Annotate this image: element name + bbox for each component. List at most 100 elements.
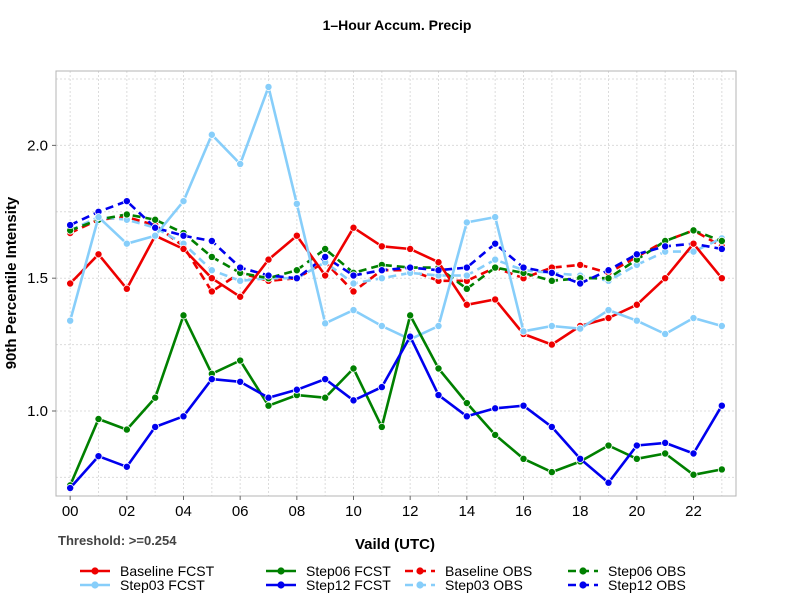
legend-label: Step03 FCST — [120, 577, 205, 593]
data-point — [462, 271, 471, 280]
x-tick-label: 10 — [345, 503, 362, 520]
axes: 00 02 04 06 08 10 12 14 16 18 20 22 1.0 1.5 2.0 — [27, 137, 702, 520]
series-line-step03-fcst — [68, 85, 723, 341]
data-point — [491, 295, 500, 304]
data-point — [264, 393, 273, 402]
data-point — [689, 239, 698, 248]
data-point — [519, 327, 528, 336]
legend-label: Step12 FCST — [306, 577, 391, 593]
data-point — [122, 210, 131, 219]
series-line-step12-fcst — [69, 335, 723, 489]
legend-label: Step06 FCST — [306, 563, 391, 579]
x-tick-label: 18 — [572, 503, 589, 520]
data-point — [547, 340, 556, 349]
data-point — [349, 396, 358, 405]
data-point — [207, 287, 216, 296]
data-point — [406, 244, 415, 253]
data-point — [491, 404, 500, 413]
data-point — [547, 321, 556, 330]
data-point — [377, 383, 386, 392]
data-point — [94, 213, 103, 222]
x-tick-label: 20 — [628, 503, 645, 520]
data-point — [292, 274, 301, 283]
data-point — [689, 226, 698, 235]
data-point — [434, 258, 443, 267]
legend-label: Step03 OBS — [445, 577, 523, 593]
data-point — [122, 425, 131, 434]
data-point — [462, 412, 471, 421]
data-point — [717, 321, 726, 330]
data-point — [661, 274, 670, 283]
data-point — [264, 255, 273, 264]
data-point — [689, 449, 698, 458]
y-tick-label: 1.0 — [27, 403, 48, 420]
data-point — [491, 263, 500, 272]
series-step12-fcst — [66, 332, 726, 493]
data-point — [717, 236, 726, 245]
data-point — [434, 321, 443, 330]
data-point — [717, 274, 726, 283]
data-point — [264, 271, 273, 280]
data-point — [179, 197, 188, 206]
data-point — [292, 385, 301, 394]
legend-marker — [277, 581, 285, 589]
data-point — [661, 329, 670, 338]
y-tick-label: 1.5 — [27, 270, 48, 287]
series-line-step06-obs — [69, 213, 723, 291]
legend-marker — [91, 581, 99, 589]
data-point — [377, 266, 386, 275]
data-point — [321, 393, 330, 402]
data-point — [321, 252, 330, 261]
x-tick-label: 22 — [685, 503, 702, 520]
legend-marker — [91, 567, 99, 575]
data-point — [604, 441, 613, 450]
series — [66, 82, 726, 493]
data-point — [717, 401, 726, 410]
data-point — [236, 159, 245, 168]
data-point — [236, 276, 245, 285]
data-point — [519, 263, 528, 272]
data-point — [604, 266, 613, 275]
data-point — [689, 314, 698, 323]
data-point — [434, 266, 443, 275]
data-point — [236, 356, 245, 365]
data-point — [236, 377, 245, 386]
legend-item-step12-fcst: Step12 FCST — [266, 577, 391, 593]
data-point — [377, 242, 386, 251]
data-point — [264, 82, 273, 91]
legend-item-step03-obs: Step03 OBS — [405, 577, 523, 593]
legend-item-step12-obs: Step12 OBS — [568, 577, 686, 593]
data-point — [632, 441, 641, 450]
data-point — [491, 213, 500, 222]
data-point — [207, 236, 216, 245]
data-point — [207, 274, 216, 283]
series-line-baseline-fcst — [69, 226, 723, 346]
data-point — [406, 332, 415, 341]
y-tick-label: 2.0 — [27, 137, 48, 154]
data-point — [689, 470, 698, 479]
data-point — [179, 412, 188, 421]
data-point — [632, 250, 641, 259]
data-point — [604, 478, 613, 487]
data-point — [717, 465, 726, 474]
data-point — [717, 244, 726, 253]
data-point — [377, 274, 386, 283]
series-baseline-fcst — [66, 223, 726, 349]
data-point — [122, 197, 131, 206]
x-tick-label: 02 — [118, 503, 135, 520]
data-point — [236, 263, 245, 272]
data-point — [406, 311, 415, 320]
x-tick-label: 12 — [402, 503, 419, 520]
data-point — [491, 430, 500, 439]
data-point — [349, 364, 358, 373]
data-point — [151, 231, 160, 240]
series-step06-fcst — [66, 311, 726, 490]
data-point — [519, 454, 528, 463]
data-point — [349, 287, 358, 296]
data-point — [321, 319, 330, 328]
data-point — [122, 284, 131, 293]
grid — [56, 71, 736, 496]
data-point — [66, 221, 75, 230]
series-step12-obs — [66, 197, 726, 288]
